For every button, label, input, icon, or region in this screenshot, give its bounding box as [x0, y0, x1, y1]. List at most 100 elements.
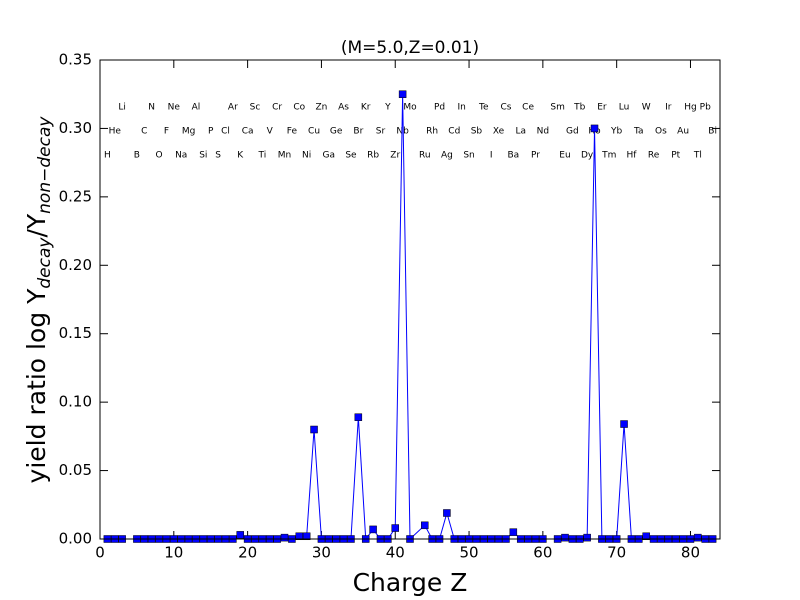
element-label: Ru [419, 151, 431, 161]
element-label: Sb [471, 127, 483, 137]
element-label: Hg [684, 103, 696, 113]
element-label: Te [478, 103, 489, 113]
marker [280, 533, 289, 542]
element-label: Re [648, 151, 660, 161]
element-label: Ag [441, 151, 453, 161]
y-label-main: yield ratio log Y [22, 288, 51, 484]
y-tick-label: 0.25 [59, 187, 92, 205]
y-axis-label: yield ratio log Ydecay/Ynon−decay [22, 116, 55, 484]
element-label: Pd [434, 103, 445, 113]
element-label: Ce [522, 103, 534, 113]
marker [302, 532, 311, 541]
element-label: Na [175, 151, 187, 161]
y-tick-label: 0.00 [59, 530, 92, 548]
marker [694, 533, 702, 542]
element-label: Ir [665, 103, 672, 113]
element-label: B [134, 151, 140, 161]
element-label: As [338, 103, 349, 113]
element-label: Ar [228, 103, 238, 113]
marker [369, 525, 377, 534]
x-tick-label: 20 [238, 544, 257, 562]
element-label: Nd [537, 127, 549, 137]
element-label: Sr [376, 127, 386, 137]
element-label: K [237, 151, 244, 161]
y-tick-label: 0.30 [59, 119, 92, 137]
x-tick-label: 10 [164, 544, 183, 562]
element-label: La [515, 127, 526, 137]
element-label: Fe [287, 127, 298, 137]
element-label: Ba [507, 151, 519, 161]
element-label: Ne [168, 103, 181, 113]
element-label: N [148, 103, 155, 113]
element-label: Cr [272, 103, 282, 113]
marker [509, 528, 518, 536]
x-tick-label: 80 [681, 544, 700, 562]
element-label: Mg [182, 127, 195, 137]
element-label: Si [199, 151, 207, 161]
marker [443, 509, 451, 517]
element-label: Y [384, 103, 391, 113]
element-label: S [215, 151, 221, 161]
y-label-sub: decay [35, 237, 55, 289]
marker [295, 532, 304, 541]
y-tick-label: 0.35 [59, 51, 92, 69]
marker [354, 413, 363, 421]
element-label: Ga [323, 151, 336, 161]
element-label: Er [597, 103, 607, 113]
element-label: Os [655, 127, 667, 137]
element-label: Ti [258, 151, 267, 161]
element-label: Ta [633, 127, 644, 137]
element-label: Cu [308, 127, 320, 137]
y-tick-label: 0.15 [59, 324, 92, 342]
y-label-mid: /Y [22, 213, 51, 237]
element-label: Li [118, 103, 126, 113]
element-label: C [141, 127, 147, 137]
marker [561, 533, 569, 542]
element-label: Mn [278, 151, 291, 161]
element-label: I [490, 151, 493, 161]
element-label: Kr [361, 103, 371, 113]
y-tick-label: 0.20 [59, 256, 92, 274]
element-label: Ca [242, 127, 254, 137]
x-tick-label: 60 [533, 544, 552, 562]
element-label: Mo [403, 103, 417, 113]
x-tick-label: 40 [386, 544, 405, 562]
element-label: Rh [426, 127, 438, 137]
x-axis-label: Charge Z [353, 568, 468, 597]
element-label: Au [677, 127, 689, 137]
plot-frame [99, 59, 721, 540]
element-label: Dy [581, 151, 594, 161]
marker [391, 524, 399, 532]
x-tick-label: 70 [607, 544, 626, 562]
element-label: Eu [559, 151, 570, 161]
element-label: Xe [493, 127, 505, 137]
marker [398, 90, 407, 98]
element-label: Gd [566, 127, 579, 137]
element-label: Pr [531, 151, 540, 161]
y-label-sub: non−decay [35, 116, 55, 214]
element-label: Pb [700, 103, 711, 113]
marker [642, 532, 650, 541]
x-tick-label: 30 [312, 544, 331, 562]
element-label: Ge [330, 127, 343, 137]
element-label: Cl [221, 127, 230, 137]
element-label: O [156, 151, 163, 161]
element-label: Rb [367, 151, 379, 161]
marker [620, 420, 628, 428]
element-label: Co [293, 103, 305, 113]
element-label: P [208, 127, 214, 137]
element-label: Hf [626, 151, 637, 161]
element-label: Cs [500, 103, 511, 113]
element-label: He [109, 127, 122, 137]
element-label: Al [192, 103, 201, 113]
x-tick-label: 0 [95, 544, 105, 562]
element-label: V [267, 127, 274, 137]
element-label: Ni [302, 151, 311, 161]
element-label: Zn [315, 103, 327, 113]
y-tick-label: 0.05 [59, 461, 92, 479]
element-label: Zr [390, 151, 400, 161]
x-tick-label: 50 [460, 544, 479, 562]
element-label: Se [345, 151, 357, 161]
